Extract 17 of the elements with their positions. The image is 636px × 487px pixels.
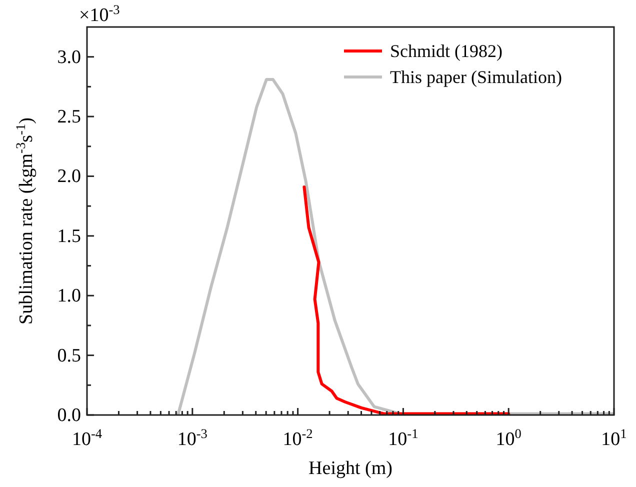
legend-label: Schmidt (1982) [390, 41, 502, 61]
x-tick-label: 10$^{1}$ [601, 426, 627, 450]
y-tick-label: 0.0 [57, 405, 81, 426]
text: ×10$^{-3}$ [79, 2, 120, 26]
y-tick-label: 0.5 [57, 345, 81, 366]
y-tick-label: 1.0 [57, 286, 81, 307]
x-tick-label: 10$^{-2}$ [282, 426, 313, 450]
y-tick-label: 2.5 [57, 106, 81, 128]
x-tick-label: 10$^{0}$ [496, 426, 522, 450]
x-tick-label: 10$^{-4}$ [72, 426, 102, 450]
x-tick-label: 10$^{-3}$ [177, 426, 208, 450]
y-tick-label: 2.0 [57, 166, 81, 188]
legend-label: This paper (Simulation) [390, 67, 562, 87]
x-axis-title: Height (m) [308, 458, 392, 479]
x-tick-label: 10$^{-1}$ [388, 426, 418, 450]
y-tick-label: 3.0 [57, 46, 81, 68]
y-tick-label: 1.5 [57, 226, 81, 247]
